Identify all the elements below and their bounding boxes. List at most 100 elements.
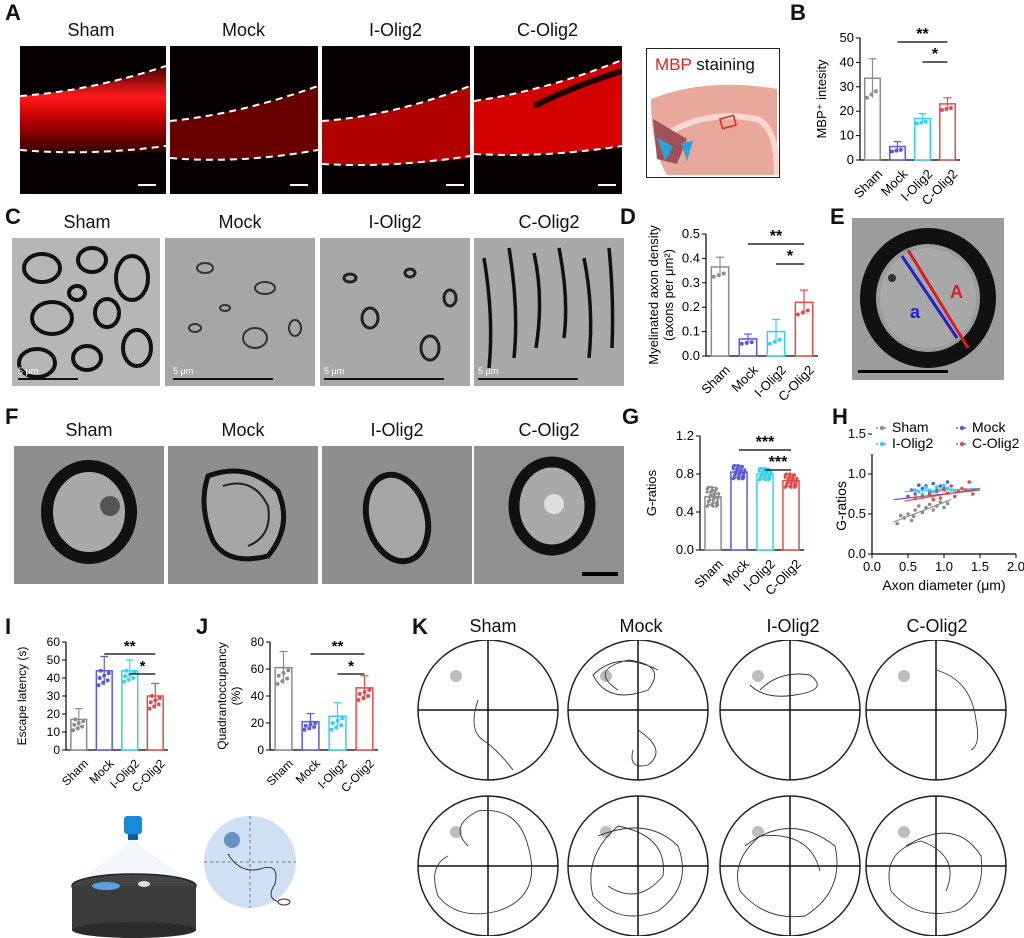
data-point bbox=[711, 274, 716, 279]
scatter-point bbox=[906, 512, 910, 516]
y-tick-label: 80 bbox=[251, 635, 265, 649]
data-point bbox=[124, 668, 129, 673]
scatter-point bbox=[909, 518, 914, 523]
data-point bbox=[81, 719, 86, 724]
maze-platform bbox=[600, 670, 612, 682]
data-point bbox=[794, 482, 798, 486]
data-point bbox=[76, 721, 81, 725]
em-image-iolig2: 5 μm bbox=[320, 238, 470, 386]
data-point bbox=[792, 473, 797, 477]
panel-label-f: F bbox=[5, 404, 19, 429]
a-title-sham: Sham bbox=[67, 20, 115, 40]
data-point bbox=[800, 310, 805, 315]
k-title-mock: Mock bbox=[619, 616, 663, 636]
data-point bbox=[312, 725, 317, 730]
bar bbox=[939, 103, 956, 161]
data-point bbox=[122, 679, 127, 684]
data-point bbox=[711, 504, 715, 508]
data-point bbox=[735, 469, 739, 473]
significance-label: ** bbox=[770, 228, 783, 245]
c-title-sham: Sham bbox=[63, 212, 111, 232]
data-point bbox=[795, 312, 800, 317]
scatter-point bbox=[913, 492, 917, 496]
maze-platform bbox=[450, 670, 462, 682]
x-axis-label: Axon diameter (μm) bbox=[882, 577, 1005, 593]
scatter-point bbox=[945, 480, 950, 484]
a-title-mock: Mock bbox=[221, 20, 265, 40]
x-tick-label: Sham bbox=[59, 756, 91, 788]
y-axis-label: G-ratios bbox=[836, 481, 849, 531]
schematic-title: MBP staining bbox=[655, 55, 755, 75]
data-point bbox=[788, 474, 792, 478]
data-point bbox=[157, 696, 162, 701]
water-maze-schematic bbox=[71, 816, 296, 938]
significance-label: *** bbox=[756, 434, 775, 451]
data-point bbox=[710, 485, 714, 489]
data-point bbox=[335, 718, 340, 723]
y-axis-label: (axons per μm²) bbox=[661, 249, 676, 341]
data-point bbox=[72, 722, 77, 727]
y-axis-label: MBP⁺ intesity bbox=[814, 59, 829, 139]
bar bbox=[710, 266, 730, 357]
panel-label-g: G bbox=[622, 404, 640, 429]
data-point bbox=[96, 683, 101, 688]
scatter-point bbox=[938, 496, 943, 500]
data-point bbox=[923, 119, 928, 124]
data-point bbox=[740, 464, 745, 469]
data-point bbox=[785, 481, 790, 485]
data-point bbox=[285, 676, 290, 681]
data-point bbox=[788, 472, 792, 476]
data-point bbox=[805, 308, 810, 313]
y-tick-label: 0.5 bbox=[682, 226, 700, 241]
data-point bbox=[795, 479, 799, 483]
y-tick-label: 20 bbox=[47, 707, 61, 721]
data-point bbox=[749, 340, 754, 345]
data-point bbox=[758, 477, 762, 481]
mbp-staining-schematic: MBP staining bbox=[646, 48, 780, 178]
data-point bbox=[739, 341, 744, 346]
mbp-image-mock bbox=[170, 46, 318, 194]
em-axon-iolig2 bbox=[322, 446, 472, 584]
data-point bbox=[733, 472, 738, 476]
data-point bbox=[75, 726, 80, 731]
panel-label-b: B bbox=[790, 0, 806, 25]
scatter-point bbox=[953, 494, 957, 499]
data-point bbox=[742, 473, 746, 478]
data-point bbox=[716, 499, 720, 504]
data-point bbox=[732, 476, 736, 480]
data-point bbox=[334, 725, 339, 730]
y-tick-label: 50 bbox=[840, 30, 854, 45]
panel-label-a: A bbox=[5, 0, 21, 25]
swim-path bbox=[935, 669, 979, 751]
panel-label-j: J bbox=[196, 614, 209, 639]
em-axon-mock bbox=[168, 446, 318, 584]
a-title-iolig2: I-Olig2 bbox=[368, 20, 422, 40]
x-tick-label: 2.0 bbox=[1007, 559, 1024, 574]
data-point bbox=[743, 468, 747, 472]
data-point bbox=[330, 721, 335, 725]
schematic-mbp-word: MBP bbox=[655, 55, 692, 74]
em-scale-mock: 5 μm bbox=[173, 366, 194, 376]
scatter-point bbox=[960, 486, 964, 491]
data-point bbox=[898, 147, 903, 152]
maze-platform bbox=[898, 826, 910, 838]
y-tick-label: 0 bbox=[257, 743, 264, 757]
em-axon-colig2 bbox=[474, 446, 624, 584]
y-tick-label: 10 bbox=[47, 725, 61, 739]
legend-label: Mock bbox=[972, 419, 1006, 435]
fit-line bbox=[893, 499, 952, 523]
data-point bbox=[147, 706, 152, 711]
swim-path bbox=[434, 809, 533, 915]
scatter-point bbox=[927, 492, 932, 496]
data-point bbox=[712, 496, 716, 500]
data-point bbox=[362, 689, 367, 694]
panel-label-d: D bbox=[620, 204, 636, 229]
scatter-point bbox=[931, 497, 935, 502]
legend-label: C-Olig2 bbox=[972, 435, 1020, 451]
y-tick-label: 40 bbox=[840, 54, 854, 69]
data-point bbox=[791, 476, 795, 481]
data-point bbox=[313, 721, 318, 725]
data-point bbox=[789, 483, 793, 487]
swim-path bbox=[737, 828, 838, 918]
